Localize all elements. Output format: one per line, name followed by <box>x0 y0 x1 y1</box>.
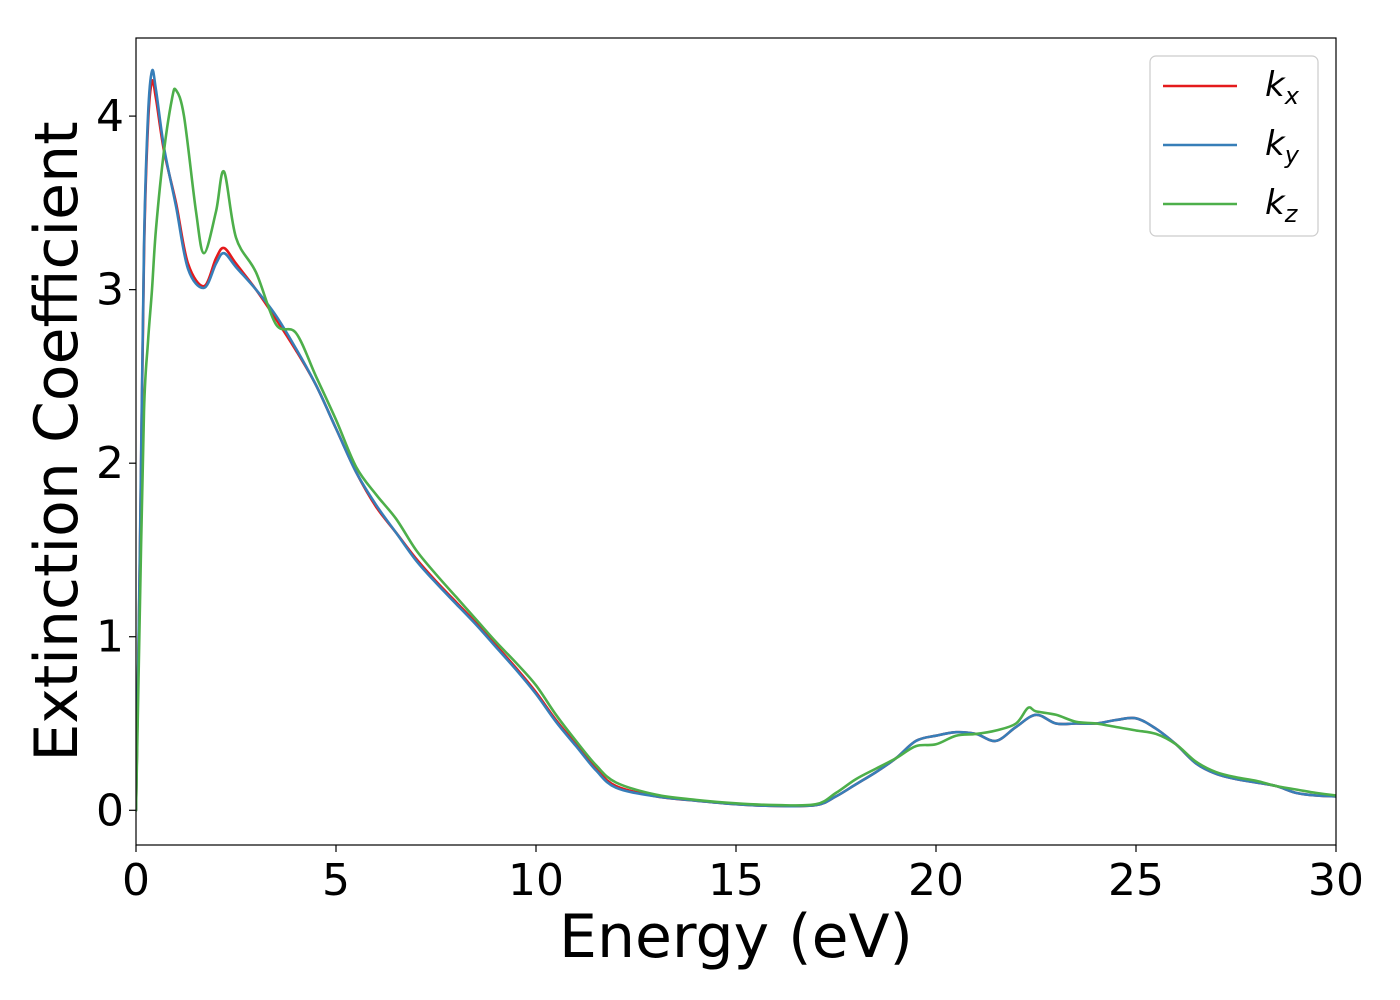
x-tick-label: 30 <box>1308 855 1364 906</box>
y-axis-ticks: 0 1 2 3 4 <box>96 91 136 836</box>
x-tick-label: 10 <box>508 855 564 906</box>
legend-label-y: ky <box>1265 124 1300 169</box>
y-tick-label: 1 <box>96 612 124 663</box>
y-tick-label: 0 <box>96 785 124 836</box>
y-axis-title: Extinction Coefficient <box>22 121 92 761</box>
x-axis-ticks: 0 5 10 15 20 25 30 <box>122 845 1364 906</box>
legend-label-z: kz <box>1265 183 1299 228</box>
x-tick-label: 20 <box>908 855 964 906</box>
x-tick-label: 15 <box>708 855 764 906</box>
series-line-z <box>136 87 1336 812</box>
series-layer <box>136 68 1336 812</box>
series-line-y <box>136 68 1336 812</box>
y-tick-label: 3 <box>96 265 124 316</box>
x-tick-label: 5 <box>322 855 350 906</box>
legend: kx ky kz <box>1149 55 1319 237</box>
x-tick-label: 0 <box>122 855 150 906</box>
x-axis-title: Energy (eV) <box>559 902 913 972</box>
y-tick-label: 4 <box>96 91 124 142</box>
legend-label-x: kx <box>1265 65 1300 110</box>
x-tick-label: 25 <box>1108 855 1164 906</box>
y-tick-label: 2 <box>96 438 124 489</box>
